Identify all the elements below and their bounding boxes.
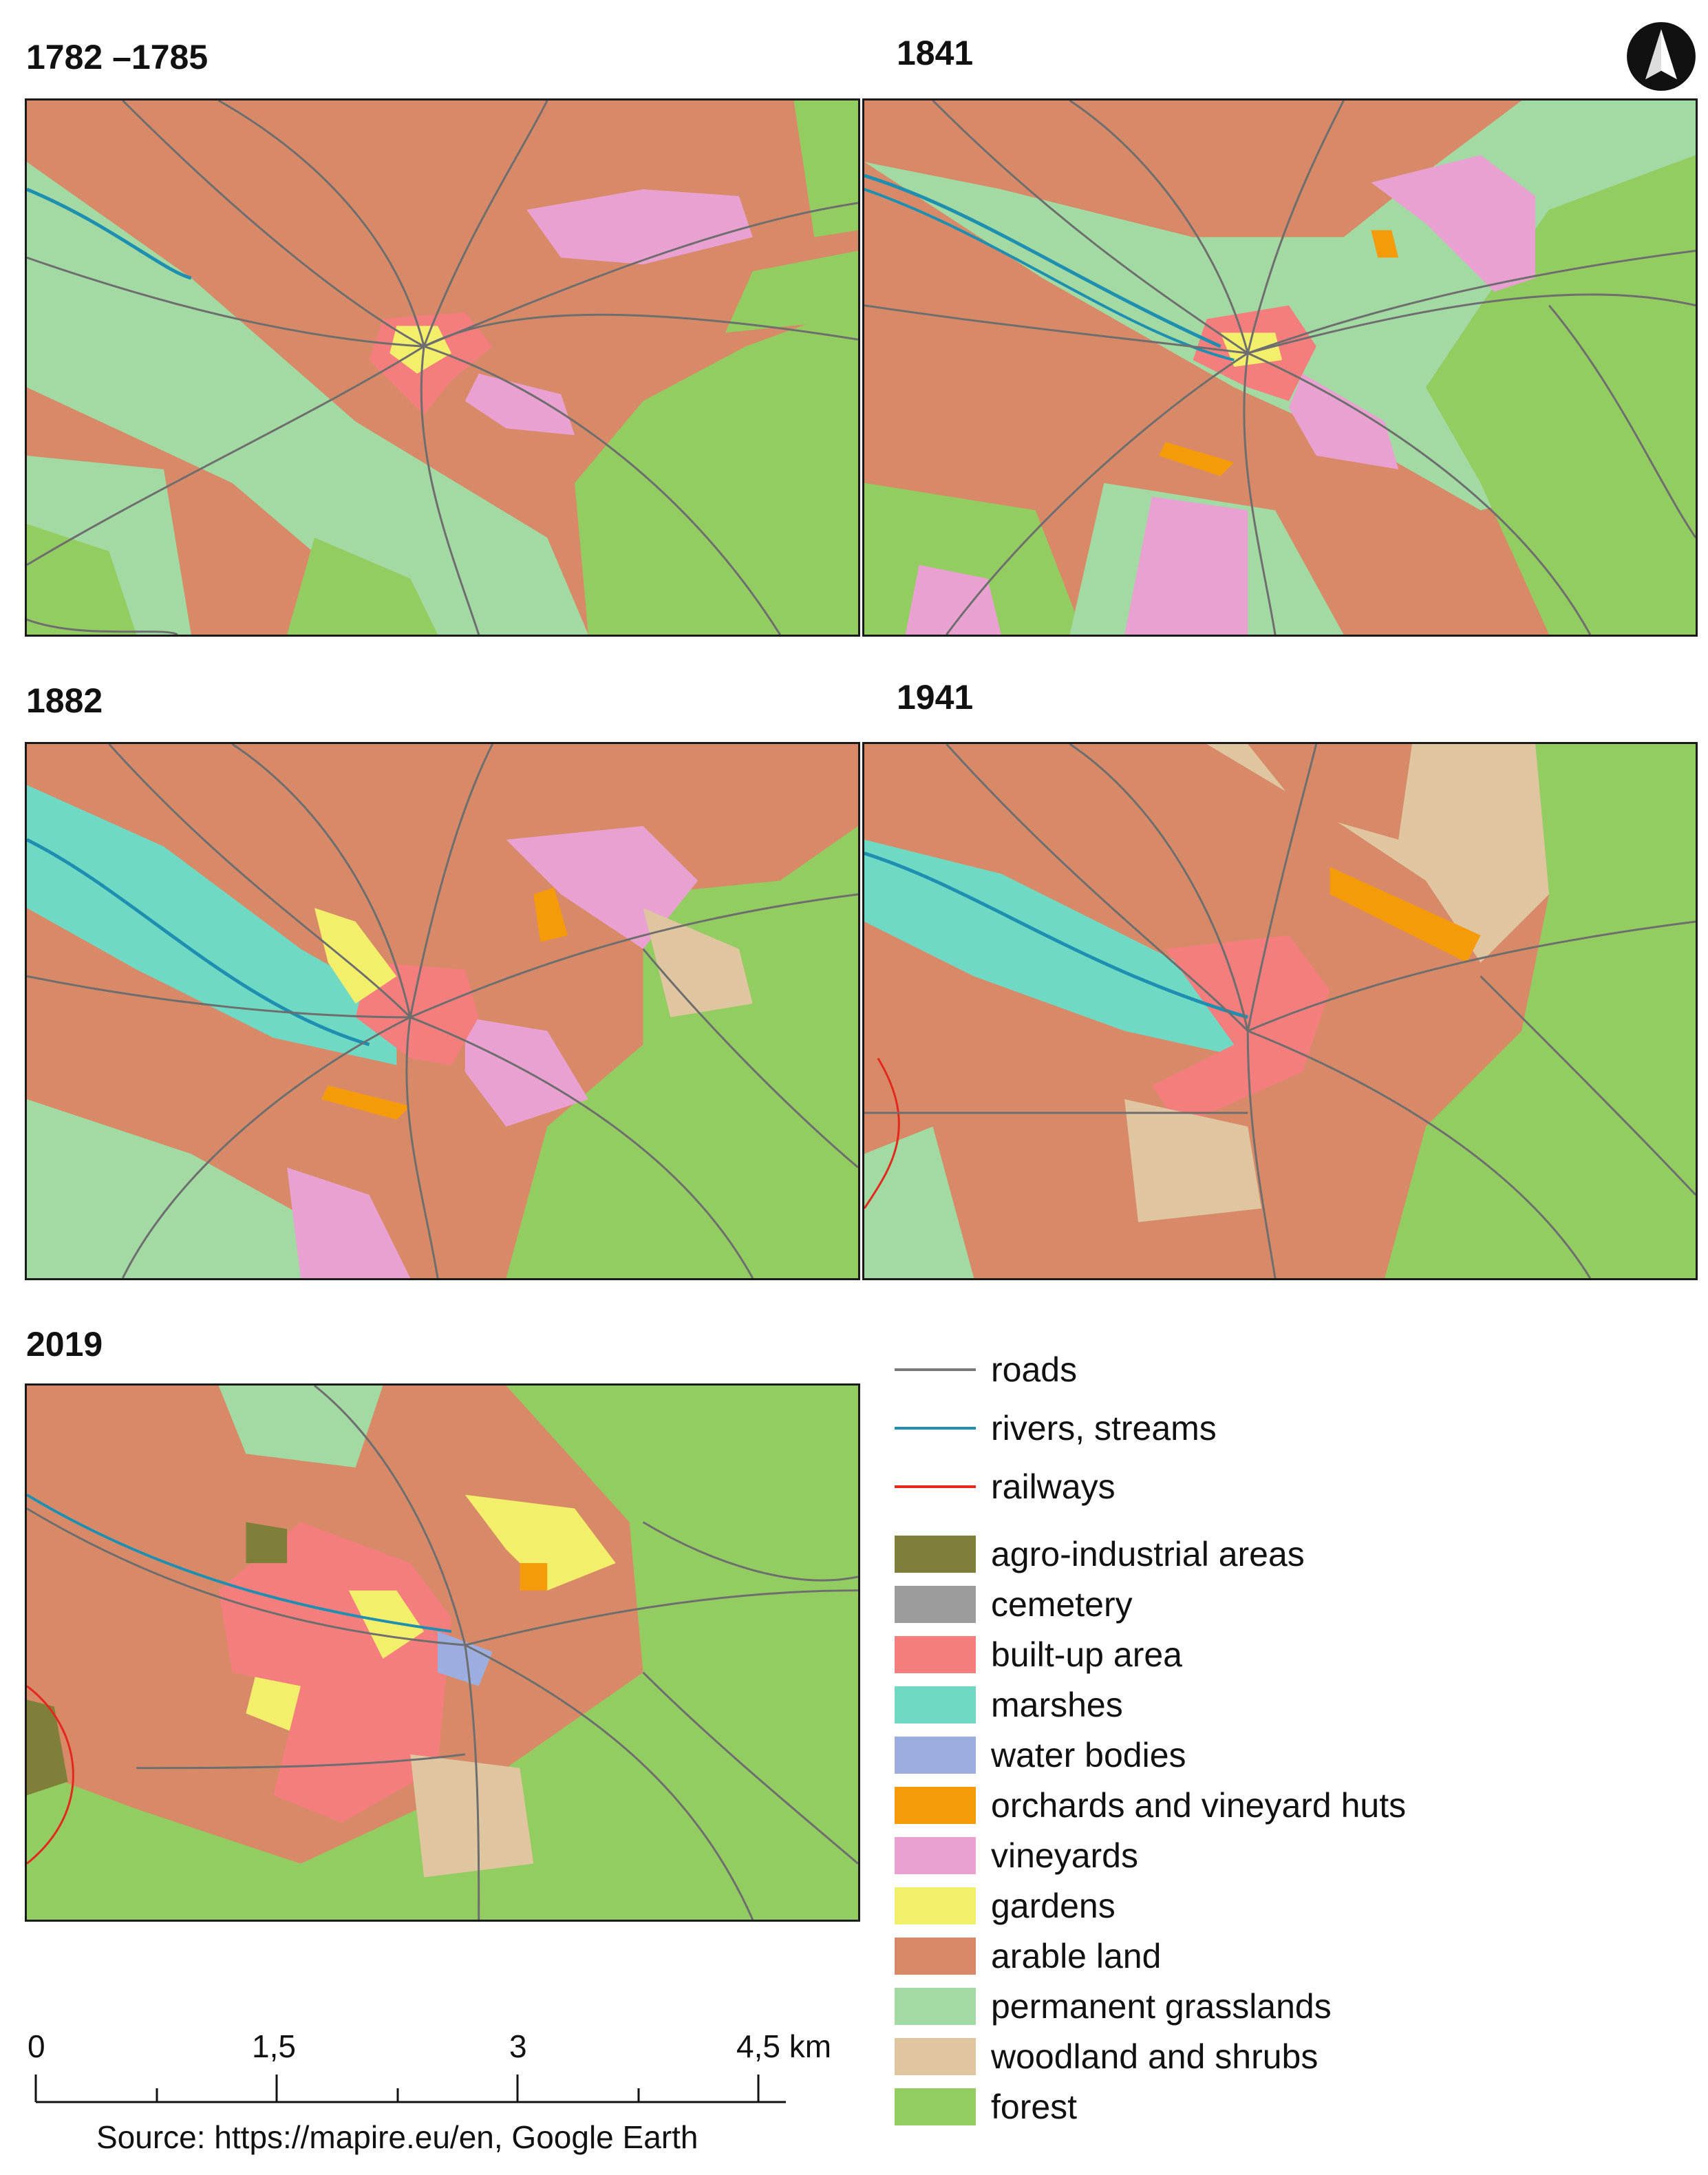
legend-label: permanent grasslands (991, 1987, 1332, 2026)
legend-label: marshes (991, 1686, 1123, 1724)
legend-label: agro-industrial areas (991, 1535, 1305, 1573)
legend-label: water bodies (991, 1736, 1186, 1774)
map-panel-1841 (862, 98, 1698, 637)
legend-label: roads (991, 1350, 1078, 1389)
legend-item-gardens: gardens (895, 1885, 1652, 1927)
legend-item-built-up: built-up area (895, 1634, 1652, 1675)
legend-swatch (895, 1686, 976, 1723)
legend-swatch (895, 1938, 976, 1975)
legend-label: built-up area (991, 1635, 1182, 1674)
legend-item-water-bodies: water bodies (895, 1734, 1652, 1776)
map-panel-1941 (862, 742, 1698, 1280)
legend-swatch (895, 1887, 976, 1924)
legend-swatch (895, 1368, 976, 1371)
scale-label-4-5: 4,5 km (736, 2028, 832, 2064)
map-panel-1782 (25, 98, 860, 637)
legend-label: arable land (991, 1937, 1162, 1975)
panel-title-1941: 1941 (897, 678, 974, 717)
scale-bar-line (34, 2075, 786, 2103)
legend-item-cemetery: cemetery (895, 1584, 1652, 1625)
legend-label: vineyards (991, 1836, 1138, 1875)
panel-title-2019: 2019 (26, 1325, 103, 1364)
legend-label: railways (991, 1467, 1115, 1506)
legend-swatch (895, 1988, 976, 2025)
legend-item-rivers: rivers, streams (895, 1408, 1652, 1449)
legend-swatch (895, 1427, 976, 1430)
legend-swatch (895, 2088, 976, 2125)
scale-bar: 0 1,5 3 4,5 km Source: https://mapire.eu… (21, 2030, 846, 2161)
map-panel-1882 (25, 742, 860, 1280)
legend-label: woodland and shrubs (991, 2037, 1319, 2076)
legend-label: rivers, streams (991, 1409, 1217, 1447)
legend-item-woodland: woodland and shrubs (895, 2036, 1652, 2077)
legend-item-railways: railways (895, 1466, 1652, 1507)
legend-swatch (895, 1737, 976, 1774)
legend-swatch (895, 1586, 976, 1623)
legend-label: orchards and vineyard huts (991, 1786, 1407, 1825)
map-panel-2019 (25, 1383, 860, 1922)
legend-item-grasslands: permanent grasslands (895, 1986, 1652, 2027)
legend-swatch (895, 1787, 976, 1824)
panel-title-1782: 1782 –1785 (26, 38, 209, 76)
legend-swatch (895, 1837, 976, 1874)
source-credit: Source: https://mapire.eu/en, Google Ear… (96, 2119, 698, 2155)
legend-item-arable-land: arable land (895, 1935, 1652, 1977)
legend-item-marshes: marshes (895, 1684, 1652, 1726)
panel-title-1882: 1882 (26, 681, 103, 720)
legend-swatch (895, 1485, 976, 1488)
legend-swatch (895, 2038, 976, 2075)
scale-label-1-5: 1,5 (252, 2028, 296, 2064)
panel-title-1841: 1841 (897, 34, 974, 72)
legend-label: gardens (991, 1887, 1115, 1925)
legend-item-roads: roads (895, 1349, 1652, 1390)
north-arrow-icon (1625, 21, 1697, 92)
scale-label-3: 3 (509, 2028, 527, 2064)
legend-label: forest (991, 2088, 1078, 2126)
legend-swatch (895, 1536, 976, 1573)
scale-label-0: 0 (28, 2028, 45, 2064)
legend-item-vineyards: vineyards (895, 1835, 1652, 1876)
legend-swatch (895, 1636, 976, 1673)
legend-item-forest: forest (895, 2086, 1652, 2128)
legend-label: cemetery (991, 1585, 1133, 1624)
legend-item-orchards: orchards and vineyard huts (895, 1785, 1652, 1826)
legend-item-agro-industrial: agro-industrial areas (895, 1534, 1652, 1575)
